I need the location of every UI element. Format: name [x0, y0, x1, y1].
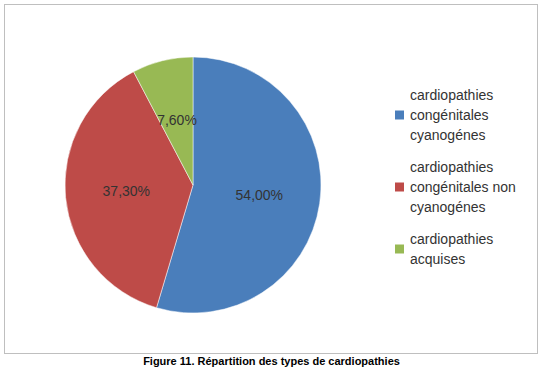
- svg-text:Figure 11. Répartition des typ: Figure 11. Répartition des types de card…: [143, 355, 400, 367]
- svg-text:cardiopathies: cardiopathies: [410, 87, 497, 103]
- svg-text:cardiopathies: cardiopathies: [410, 159, 497, 175]
- svg-text:54,00%: 54,00%: [236, 187, 283, 203]
- svg-text:congénitales non: congénitales non: [410, 179, 520, 195]
- svg-text:7,60%: 7,60%: [157, 112, 197, 128]
- svg-text:37,30%: 37,30%: [103, 183, 150, 199]
- svg-text:congénitales: congénitales: [410, 107, 493, 123]
- svg-text:cyanogénes: cyanogénes: [410, 127, 486, 143]
- svg-text:cyanogénes: cyanogénes: [410, 199, 486, 215]
- svg-text:acquises: acquises: [410, 251, 465, 267]
- svg-text:cardiopathies: cardiopathies: [410, 231, 497, 247]
